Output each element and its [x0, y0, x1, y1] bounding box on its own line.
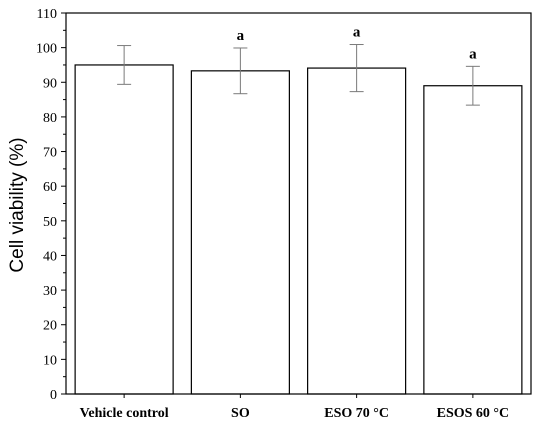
- y-tick-label: 110: [37, 7, 57, 22]
- y-tick-label: 50: [43, 215, 57, 230]
- y-tick-label: 100: [36, 42, 57, 57]
- bar: [423, 85, 523, 395]
- significance-label: a: [237, 28, 245, 44]
- bar: [74, 64, 174, 395]
- bar: [190, 70, 290, 395]
- x-tick-label: Vehicle control: [80, 406, 169, 421]
- y-tick-label: 40: [43, 249, 57, 264]
- y-tick-label: 30: [43, 284, 57, 299]
- axes-layer: 0 10 20 30 40 50 60 70 80 90 100 110 Vehicle control…: [36, 7, 532, 421]
- x-tick-label: ESO 70 °C: [324, 406, 389, 421]
- y-tick-label: 10: [43, 353, 57, 368]
- y-axis-label: Cell viability (%): [7, 137, 28, 272]
- bar: [307, 67, 407, 395]
- y-tick-label: 60: [43, 180, 57, 195]
- x-tick-label: SO: [231, 406, 250, 421]
- significance-label: a: [353, 25, 361, 41]
- x-tick-label: ESOS 60 °C: [437, 406, 510, 421]
- bars-layer: a a a: [74, 25, 523, 395]
- significance-label: a: [469, 46, 477, 62]
- y-tick-label: 20: [43, 319, 57, 334]
- y-tick-label: 80: [43, 111, 57, 126]
- y-tick-label: 0: [50, 388, 57, 403]
- y-tick-label: 90: [43, 76, 57, 91]
- y-tick-label: 70: [43, 146, 57, 161]
